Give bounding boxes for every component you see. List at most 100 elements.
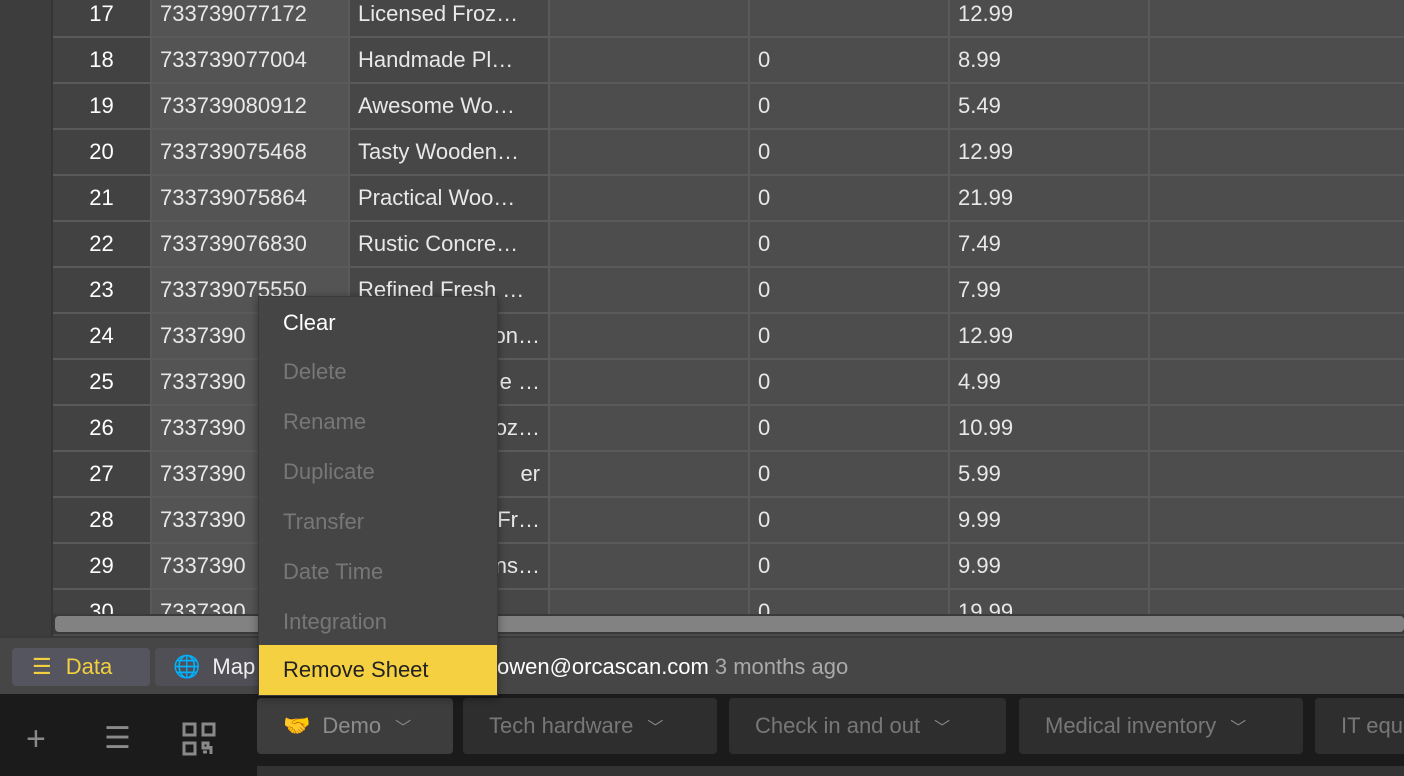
table-cell[interactable]: 733739075550 [152, 268, 350, 314]
table-cell[interactable]: 0 [750, 176, 950, 222]
table-cell[interactable] [550, 222, 750, 268]
table-row[interactable]: 30 7337390 0 19.99 [53, 590, 1404, 614]
menu-icon[interactable]: ☰ [104, 722, 131, 755]
table-cell[interactable]: 9.99 [950, 544, 1150, 590]
table-cell[interactable] [1150, 222, 1404, 268]
table-row[interactable]: 26 7337390 oz… 0 10.99 [53, 406, 1404, 452]
table-cell[interactable]: Tasty Wooden… [350, 130, 550, 176]
sheet-tab-tech-hardware[interactable]: Tech hardware ﹀ [463, 698, 717, 754]
table-row[interactable]: 29 7337390 ns… 0 9.99 [53, 544, 1404, 590]
tab-data[interactable]: ☰ Data [12, 648, 150, 686]
table-cell[interactable]: 0 [750, 590, 950, 614]
table-cell[interactable]: 7.99 [950, 268, 1150, 314]
table-cell[interactable] [1150, 314, 1404, 360]
table-cell[interactable]: 0 [750, 38, 950, 84]
chevron-down-icon[interactable]: ﹀ [934, 720, 951, 737]
table-cell[interactable] [1150, 84, 1404, 130]
horizontal-scrollbar[interactable] [53, 614, 1404, 634]
chevron-down-icon[interactable]: ﹀ [395, 720, 412, 737]
table-cell[interactable] [550, 268, 750, 314]
menu-item-integration[interactable]: Integration [283, 609, 387, 634]
row-number[interactable]: 24 [53, 314, 152, 360]
data-grid[interactable]: 17 733739077172 Licensed Froz… 12.99 18 73373… [53, 0, 1404, 614]
row-number[interactable]: 27 [53, 452, 152, 498]
table-cell[interactable]: 0 [750, 406, 950, 452]
table-row[interactable]: 27 7337390 er 0 5.99 [53, 452, 1404, 498]
table-cell[interactable]: 10.99 [950, 406, 1150, 452]
table-cell[interactable] [1150, 0, 1404, 38]
table-cell[interactable]: 0 [750, 130, 950, 176]
table-cell[interactable] [1150, 544, 1404, 590]
table-cell[interactable] [550, 84, 750, 130]
sheet-tab-check-in-and-out[interactable]: Check in and out ﹀ [729, 698, 1006, 754]
table-row[interactable]: 17 733739077172 Licensed Froz… 12.99 [53, 0, 1404, 38]
row-number[interactable]: 19 [53, 84, 152, 130]
table-cell[interactable]: 733739076830 [152, 222, 350, 268]
tab-map[interactable]: 🌐 Map [155, 648, 275, 686]
table-cell[interactable]: 733739077004 [152, 38, 350, 84]
menu-item-clear[interactable]: Clear [283, 310, 336, 335]
table-cell[interactable]: 0 [750, 544, 950, 590]
table-cell[interactable] [550, 406, 750, 452]
table-cell[interactable]: 4.99 [950, 360, 1150, 406]
menu-item-date-time[interactable]: Date Time [283, 559, 384, 584]
row-number[interactable]: 17 [53, 0, 152, 38]
row-number[interactable]: 20 [53, 130, 152, 176]
table-cell[interactable]: 0 [750, 452, 950, 498]
table-row[interactable]: 21 733739075864 Practical Woo… 0 21.99 [53, 176, 1404, 222]
table-cell[interactable]: 21.99 [950, 176, 1150, 222]
table-cell[interactable]: 733739075864 [152, 176, 350, 222]
table-cell[interactable] [550, 38, 750, 84]
table-row[interactable]: 20 733739075468 Tasty Wooden… 0 12.99 [53, 130, 1404, 176]
menu-item-delete[interactable]: Delete [283, 359, 347, 384]
table-cell[interactable] [1150, 498, 1404, 544]
table-cell[interactable] [1150, 360, 1404, 406]
table-cell[interactable]: Awesome Wo… [350, 84, 550, 130]
table-cell[interactable] [550, 314, 750, 360]
table-cell[interactable] [550, 498, 750, 544]
table-cell[interactable]: 733739080912 [152, 84, 350, 130]
row-number[interactable]: 21 [53, 176, 152, 222]
row-number[interactable]: 22 [53, 222, 152, 268]
row-number[interactable]: 23 [53, 268, 152, 314]
table-row[interactable]: 22 733739076830 Rustic Concre… 0 7.49 [53, 222, 1404, 268]
table-cell[interactable] [550, 130, 750, 176]
table-cell[interactable]: 0 [750, 498, 950, 544]
table-cell[interactable]: Handmade Pl… [350, 38, 550, 84]
table-cell[interactable]: 733739075468 [152, 130, 350, 176]
menu-item-remove-sheet[interactable]: Remove Sheet [259, 645, 497, 695]
table-cell[interactable]: 12.99 [950, 0, 1150, 38]
table-cell[interactable] [550, 590, 750, 614]
qr-code-icon[interactable] [182, 722, 216, 762]
table-cell[interactable]: 8.99 [950, 38, 1150, 84]
sheet-tab-medical-inventory[interactable]: Medical inventory ﹀ [1019, 698, 1303, 754]
sheet-tab-demo[interactable]: 🤝 Demo ﹀ [257, 698, 453, 754]
table-row[interactable]: 23 733739075550 Refined Fresh … 0 7.99 [53, 268, 1404, 314]
menu-item-duplicate[interactable]: Duplicate [283, 459, 375, 484]
chevron-down-icon[interactable]: ﹀ [1230, 720, 1247, 737]
menu-item-rename[interactable]: Rename [283, 409, 367, 434]
row-number[interactable]: 25 [53, 360, 152, 406]
row-number[interactable]: 18 [53, 38, 152, 84]
table-cell[interactable]: 19.99 [950, 590, 1150, 614]
table-cell[interactable] [750, 0, 950, 38]
sheet-tab-it-equipment[interactable]: IT equ [1315, 698, 1404, 754]
chevron-down-icon[interactable]: ﹀ [647, 720, 664, 737]
row-number[interactable]: 28 [53, 498, 152, 544]
table-cell[interactable]: 12.99 [950, 130, 1150, 176]
table-cell[interactable]: 5.99 [950, 452, 1150, 498]
table-cell[interactable] [1150, 176, 1404, 222]
table-cell[interactable] [550, 452, 750, 498]
table-cell[interactable] [1150, 38, 1404, 84]
row-number[interactable]: 29 [53, 544, 152, 590]
table-row[interactable]: 28 7337390 Fr… 0 9.99 [53, 498, 1404, 544]
table-row[interactable]: 24 7337390 on… 0 12.99 [53, 314, 1404, 360]
table-row[interactable]: 18 733739077004 Handmade Pl… 0 8.99 [53, 38, 1404, 84]
table-cell[interactable]: 12.99 [950, 314, 1150, 360]
add-sheet-icon[interactable]: + [26, 720, 46, 758]
table-cell[interactable]: 7.49 [950, 222, 1150, 268]
table-cell[interactable] [550, 360, 750, 406]
table-cell[interactable] [1150, 130, 1404, 176]
table-cell[interactable]: 0 [750, 84, 950, 130]
table-cell[interactable] [1150, 406, 1404, 452]
